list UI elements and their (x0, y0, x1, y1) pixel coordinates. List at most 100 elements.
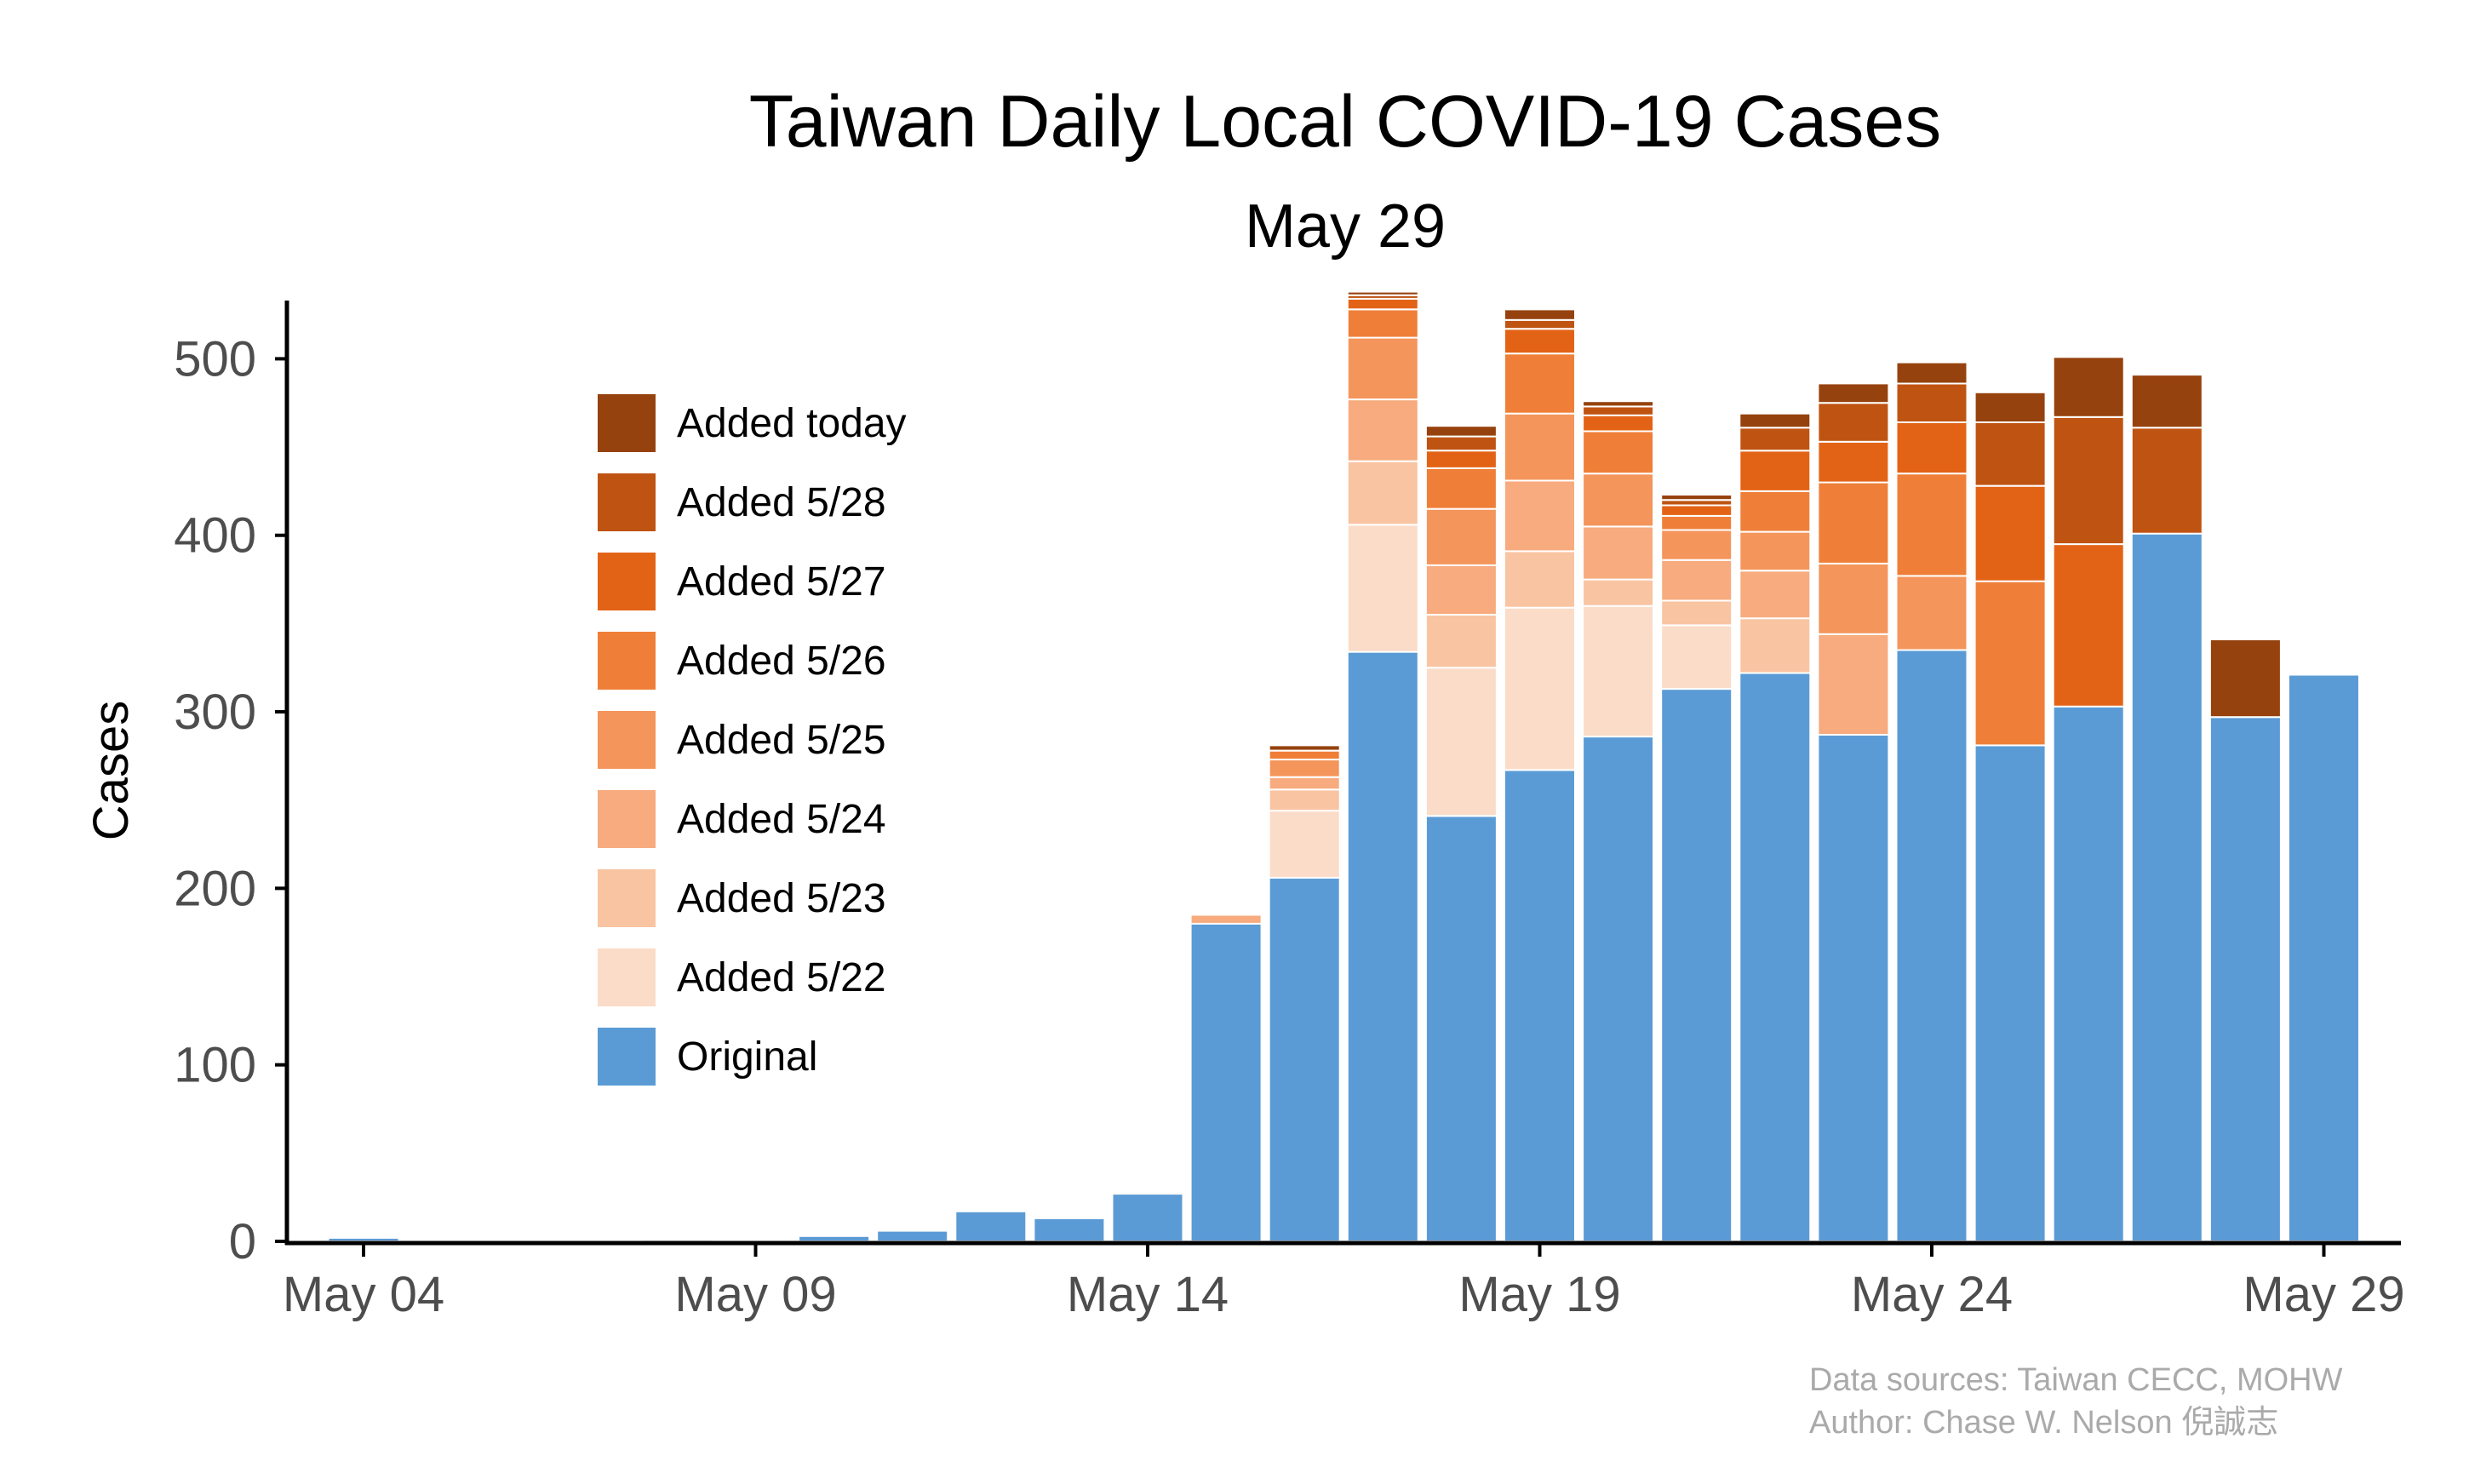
bar-segment-2021-05-19-7 (1504, 318, 1576, 330)
bar-segment-2021-05-24-0 (1895, 649, 1968, 1242)
bar-segment-2021-05-28-8 (2208, 639, 2282, 719)
y-tick-label-200: 200 (174, 861, 256, 916)
bar-segment-2021-05-26-6 (2052, 543, 2125, 708)
bar-segment-2021-05-16-5 (1268, 749, 1341, 761)
bar-segment-2021-05-23-7 (1817, 402, 1890, 443)
bar-segment-2021-05-20-7 (1582, 405, 1655, 416)
legend-swatch-0 (598, 394, 656, 452)
bar-segment-2021-05-22-0 (1739, 672, 1812, 1242)
bar-segment-2021-05-20-2 (1582, 578, 1655, 607)
bar-segment-2021-05-22-7 (1739, 427, 1812, 452)
legend-label-0: Added today (677, 401, 907, 446)
legend-label-4: Added 5/25 (677, 718, 886, 763)
bar-segment-2021-05-17-8 (1346, 290, 1419, 296)
bar-segment-2021-05-24-7 (1895, 382, 1968, 423)
bar-segment-2021-05-14-0 (1111, 1193, 1184, 1242)
bar-segment-2021-05-16-3 (1268, 776, 1341, 791)
bar-segment-2021-05-24-4 (1895, 575, 1968, 651)
legend-label-1: Added 5/28 (677, 480, 886, 525)
bar-segment-2021-05-20-4 (1582, 473, 1655, 528)
bar-segment-2021-05-21-4 (1660, 529, 1733, 561)
bar-segment-2021-05-26-7 (2052, 415, 2125, 546)
x-tick-label-3: May 19 (1458, 1267, 1620, 1322)
bar-segment-2021-05-24-8 (1895, 361, 1968, 385)
y-tick-label-0: 0 (229, 1214, 256, 1269)
y-tick-label-400: 400 (174, 508, 256, 564)
bar-segment-2021-05-23-4 (1817, 562, 1890, 635)
x-ticks: May 04 May 09 May 14 May 19 May 24 May 29 (283, 1241, 2405, 1322)
bar-segment-2021-05-18-6 (1424, 450, 1498, 469)
bar-segment-2021-05-14-3 (1111, 1191, 1184, 1195)
bar-segment-2021-05-15-0 (1189, 922, 1263, 1243)
x-tick-label-4: May 24 (1851, 1267, 2013, 1322)
bar-segment-2021-05-22-6 (1739, 450, 1812, 492)
chart-title: Taiwan Daily Local COVID-19 Cases (749, 81, 1941, 163)
bars-group (327, 290, 2360, 1243)
bar-segment-2021-05-25-5 (1973, 580, 2047, 747)
bar-segment-2021-05-10-0 (798, 1235, 871, 1243)
bar-segment-2021-05-19-0 (1504, 769, 1576, 1242)
bar-segment-2021-05-18-7 (1424, 435, 1498, 452)
bar-segment-2021-05-23-0 (1817, 734, 1890, 1242)
legend-label-6: Added 5/23 (677, 876, 886, 921)
bar-segment-2021-05-18-5 (1424, 467, 1498, 510)
bar-segment-2021-05-22-4 (1739, 530, 1812, 572)
bar-segment-2021-05-18-8 (1424, 425, 1498, 438)
caption-author: Author: Chase W. Nelson 倪誠志 (1809, 1405, 2278, 1441)
legend-label-7: Added 5/22 (677, 955, 886, 1000)
bar-segment-2021-05-22-5 (1739, 490, 1812, 533)
bar-segment-2021-05-16-4 (1268, 759, 1341, 778)
bar-segment-2021-05-16-0 (1268, 876, 1341, 1243)
bar-segment-2021-05-16-2 (1268, 788, 1341, 812)
bar-segment-2021-05-17-1 (1346, 524, 1419, 653)
bar-segment-2021-05-27-0 (2130, 532, 2203, 1242)
bar-segment-2021-05-20-0 (1582, 736, 1655, 1242)
bar-segment-2021-05-23-6 (1817, 440, 1890, 484)
bar-segment-2021-05-18-0 (1424, 815, 1498, 1243)
bar-segment-2021-05-29-0 (2288, 673, 2360, 1242)
bar-segment-2021-05-19-2 (1504, 550, 1576, 609)
bar-segment-2021-05-23-5 (1817, 481, 1890, 564)
bar-segment-2021-05-20-5 (1582, 430, 1655, 475)
bar-segment-2021-05-17-2 (1346, 460, 1419, 526)
bar-segment-2021-05-26-8 (2052, 356, 2125, 418)
bar-segment-2021-05-21-5 (1660, 514, 1733, 531)
bar-segment-2021-05-18-2 (1424, 614, 1498, 669)
legend-label-5: Added 5/24 (677, 797, 886, 842)
bar-segment-2021-05-21-6 (1660, 504, 1733, 517)
x-tick-label-1: May 09 (674, 1267, 836, 1322)
bar-segment-2021-05-24-5 (1895, 473, 1968, 577)
bar-segment-2021-05-12-0 (954, 1210, 1028, 1243)
bar-segment-2021-05-26-0 (2052, 705, 2125, 1242)
legend-label-2: Added 5/27 (677, 559, 886, 604)
bar-segment-2021-05-22-2 (1739, 617, 1812, 674)
legend-label-3: Added 5/26 (677, 639, 886, 684)
legend-swatch-2 (598, 553, 656, 610)
bar-segment-2021-05-17-6 (1346, 297, 1419, 311)
bar-segment-2021-05-19-3 (1504, 479, 1576, 553)
legend-swatch-7 (598, 948, 656, 1006)
y-axis-label: Cases (83, 701, 139, 840)
bar-segment-2021-05-17-4 (1346, 336, 1419, 401)
bar-segment-2021-05-19-1 (1504, 606, 1576, 771)
bar-segment-2021-05-25-7 (1973, 421, 2047, 487)
bar-segment-2021-05-15-3 (1189, 914, 1263, 925)
bar-segment-2021-05-22-3 (1739, 570, 1812, 620)
bar-segment-2021-05-20-6 (1582, 414, 1655, 433)
bar-segment-2021-05-19-5 (1504, 352, 1576, 415)
bar-segment-2021-05-04-0 (327, 1236, 400, 1243)
bar-segment-2021-05-18-4 (1424, 507, 1498, 566)
legend-label-8: Original (677, 1034, 817, 1080)
bar-segment-2021-05-21-3 (1660, 559, 1733, 602)
bar-segment-2021-05-20-1 (1582, 604, 1655, 738)
bar-segment-2021-05-21-2 (1660, 599, 1733, 627)
caption-sources: Data sources: Taiwan CECC, MOHW (1809, 1362, 2343, 1398)
bar-segment-2021-05-20-3 (1582, 525, 1655, 581)
bar-segment-2021-05-21-8 (1660, 494, 1733, 501)
bar-segment-2021-05-18-3 (1424, 564, 1498, 616)
y-tick-label-500: 500 (174, 331, 256, 387)
bar-segment-2021-05-23-8 (1817, 382, 1890, 404)
bar-segment-2021-05-17-5 (1346, 308, 1419, 339)
legend-swatch-3 (598, 632, 656, 690)
